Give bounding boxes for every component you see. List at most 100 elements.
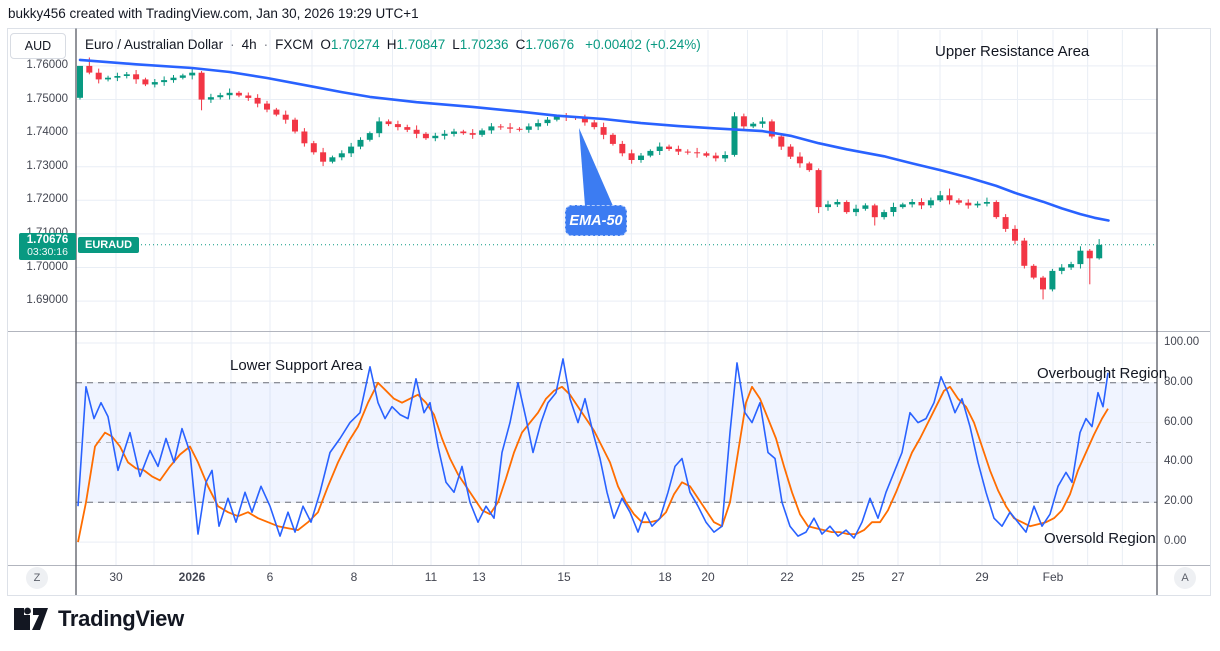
currency-scale-button[interactable]: AUD bbox=[10, 33, 66, 59]
auto-scale-button[interactable]: A bbox=[1174, 567, 1196, 589]
candle-body bbox=[740, 116, 747, 127]
candle-body bbox=[927, 200, 934, 206]
candle-body bbox=[133, 74, 140, 80]
candle-body bbox=[796, 156, 803, 164]
ema-callout-pointer bbox=[579, 128, 613, 206]
candle-body bbox=[937, 195, 944, 201]
candle-body bbox=[488, 126, 495, 131]
symbol-title[interactable]: Euro / Australian Dollar bbox=[85, 37, 224, 52]
candle-body bbox=[479, 130, 486, 135]
candle-body bbox=[235, 92, 242, 96]
annotation-lower-support[interactable]: Lower Support Area bbox=[230, 357, 363, 374]
ohlc-close: C1.70676 bbox=[515, 37, 575, 52]
candle-body bbox=[675, 148, 682, 152]
candle-body bbox=[684, 151, 691, 153]
candle-body bbox=[1049, 270, 1056, 290]
candle-body bbox=[853, 208, 859, 213]
candle-body bbox=[329, 157, 336, 162]
candle-body bbox=[1077, 250, 1084, 265]
candle-body bbox=[301, 131, 308, 144]
tradingview-footer[interactable]: TradingView bbox=[14, 604, 184, 634]
annotation-overbought[interactable]: Overbought Region bbox=[1037, 365, 1168, 382]
candle-body bbox=[787, 146, 794, 157]
candle-body bbox=[451, 131, 457, 134]
candle-body bbox=[581, 118, 588, 123]
candle-body bbox=[619, 143, 626, 154]
candle-body bbox=[357, 139, 364, 147]
candle-body bbox=[338, 153, 345, 158]
ohlc-low: L1.70236 bbox=[452, 37, 509, 52]
candle-body bbox=[123, 74, 130, 76]
candle-body bbox=[95, 72, 102, 80]
candle-body bbox=[404, 127, 411, 130]
current-price-value: 1.70676 bbox=[26, 234, 69, 246]
timezone-button[interactable]: Z bbox=[26, 567, 48, 589]
candle-body bbox=[955, 200, 962, 203]
candle-body bbox=[1086, 250, 1093, 259]
candle-body bbox=[871, 205, 878, 218]
price-line-symbol-tag: EURAUD bbox=[78, 237, 140, 253]
candle-body bbox=[628, 153, 635, 160]
candle-body bbox=[1030, 265, 1037, 278]
candle-body bbox=[161, 80, 168, 83]
candle-body bbox=[385, 121, 392, 125]
separator-dot: · bbox=[263, 37, 269, 52]
candle-body bbox=[825, 204, 831, 208]
watermark-attribution: bukky456 created with TradingView.com, J… bbox=[8, 6, 419, 21]
ohlc-open: O1.70274 bbox=[320, 37, 380, 52]
candle-body bbox=[750, 123, 757, 127]
symbol-info-bar: Euro / Australian Dollar · 4h · FXCM O1.… bbox=[85, 37, 701, 52]
candle-body bbox=[591, 122, 598, 128]
candle-body bbox=[1040, 277, 1046, 290]
candle-body bbox=[469, 133, 476, 135]
candle-body bbox=[320, 152, 327, 162]
candle-body bbox=[647, 150, 654, 156]
ohlc-high: H1.70847 bbox=[386, 37, 446, 52]
candle-body bbox=[86, 65, 93, 73]
exchange-label: FXCM bbox=[275, 37, 314, 52]
candle-body bbox=[638, 155, 644, 160]
candle-body bbox=[993, 202, 1000, 218]
candle-body bbox=[759, 121, 766, 124]
tradingview-logo-icon bbox=[14, 607, 48, 630]
candle-body bbox=[909, 202, 916, 205]
candle-body bbox=[834, 202, 841, 205]
candle-body bbox=[806, 163, 813, 171]
candle-body bbox=[946, 195, 953, 201]
candle-body bbox=[422, 133, 429, 139]
countdown-timer: 03:30:16 bbox=[27, 246, 68, 258]
candle-body bbox=[198, 72, 205, 100]
candle-body bbox=[366, 133, 373, 140]
candle-body bbox=[142, 79, 149, 85]
annotation-oversold[interactable]: Oversold Region bbox=[1044, 530, 1156, 547]
candle-body bbox=[722, 155, 729, 159]
ema-50-callout[interactable]: EMA-50 bbox=[565, 205, 627, 236]
candle-body bbox=[899, 204, 906, 208]
candle-body bbox=[1096, 244, 1103, 259]
candle-body bbox=[881, 212, 888, 218]
candle-body bbox=[843, 202, 850, 213]
candle-body bbox=[77, 65, 83, 98]
candle-body bbox=[1058, 267, 1065, 271]
candle-body bbox=[516, 128, 523, 130]
candle-body bbox=[666, 146, 672, 149]
candle-body bbox=[1068, 264, 1075, 268]
candle-body bbox=[553, 116, 560, 120]
interval-label[interactable]: 4h bbox=[241, 37, 257, 52]
candle-body bbox=[394, 124, 401, 128]
candle-body bbox=[151, 82, 158, 85]
candle-body bbox=[609, 134, 616, 144]
candle-body bbox=[525, 126, 532, 130]
candle-body bbox=[535, 123, 542, 127]
candle-body bbox=[460, 131, 467, 134]
price-change: +0.00402 (+0.24%) bbox=[585, 37, 701, 52]
annotation-upper-resistance[interactable]: Upper Resistance Area bbox=[935, 43, 1090, 60]
candle-body bbox=[974, 203, 981, 206]
candle-body bbox=[1021, 240, 1028, 266]
candle-body bbox=[656, 146, 663, 151]
candle-body bbox=[600, 127, 607, 135]
candle-body bbox=[170, 77, 177, 81]
candle-body bbox=[731, 116, 738, 155]
candle-body bbox=[207, 97, 214, 100]
